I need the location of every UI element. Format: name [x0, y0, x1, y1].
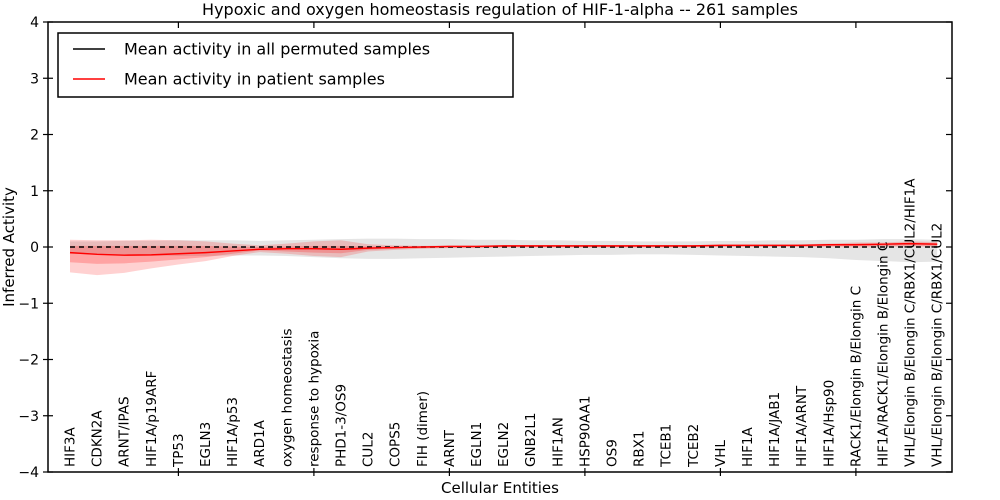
x-tick-label: RACK1/Elongin B/Elongin C [848, 286, 864, 467]
legend: Mean activity in all permuted samples Me… [57, 32, 514, 98]
x-tick-label: HIF1A/RACK1/Elongin B/Elongin C [876, 242, 892, 467]
x-tick-label: HIF1A/ARNT [794, 385, 810, 467]
y-axis-label: Inferred Activity [0, 187, 18, 307]
legend-label-patient: Mean activity in patient samples [124, 70, 385, 89]
band-permuted-range [70, 238, 938, 263]
x-tick-label: RBX1 [632, 431, 648, 467]
y-tick-label: 1 [30, 184, 39, 200]
x-tick-label: HIF1A/Hsp90 [821, 380, 837, 467]
x-tick-label: oxygen homeostasis [279, 329, 295, 468]
x-tick-label: VHL/Elongin B/Elongin C/RBX1/CUL2 [930, 223, 946, 467]
x-axis-label: Cellular Entities [441, 479, 559, 497]
x-tick-label: CUL2 [361, 432, 377, 467]
y-tick-label: −2 [18, 353, 39, 369]
y-tick-label: −1 [18, 296, 39, 312]
y-tick-label: 0 [30, 240, 39, 256]
x-tick-label: ARNT [442, 429, 458, 467]
x-tick-label: VHL [713, 440, 729, 467]
x-tick-label: VHL/Elongin B/Elongin C/RBX1/CUL2/HIF1A [903, 178, 919, 467]
x-tick-label: GNB2L1 [523, 412, 539, 467]
x-tick-label: HSP90AA1 [577, 396, 593, 467]
x-tick-label: response to hypoxia [306, 331, 322, 467]
x-tick-labels-layer: HIF3A CDKN2A ARNT/IPAS HIF1A/p19ARF TP53 EGLN… [63, 178, 946, 468]
bands-layer [70, 238, 938, 276]
x-tick-label: COPS5 [388, 422, 404, 467]
legend-box [57, 32, 514, 98]
y-tick-label: −4 [18, 465, 39, 481]
x-tick-label: HIF1A/p19ARF [144, 371, 160, 467]
x-tick-label: CDKN2A [90, 410, 106, 467]
ticks-layer: 4 3 2 1 0 −1 −2 −3 −4 [18, 15, 952, 481]
x-tick-label: EGLN3 [198, 422, 214, 467]
y-tick-label: 4 [30, 15, 39, 31]
y-tick-label: 2 [30, 128, 39, 144]
chart-title: Hypoxic and oxygen homeostasis regulatio… [202, 0, 798, 19]
x-tick-label: TCEB1 [659, 424, 675, 468]
x-tick-label: HIF1A [740, 427, 756, 467]
x-tick-label: TP53 [171, 433, 187, 468]
x-tick-label: HIF1A/p53 [225, 397, 241, 467]
series-line-patient [69, 242, 938, 256]
x-tick-label: OS9 [605, 439, 621, 467]
series-lines-layer [69, 242, 938, 256]
x-tick-label: HIF1A/JAB1 [767, 392, 783, 467]
x-tick-label: ARNT/IPAS [117, 396, 133, 467]
y-tick-label: −3 [18, 409, 39, 425]
x-tick-label: EGLN2 [496, 422, 512, 467]
x-tick-label: HIF1AN [550, 417, 566, 467]
x-tick-label: ARD1A [252, 419, 268, 467]
y-tick-label: 3 [30, 71, 39, 87]
x-tick-label: EGLN1 [469, 422, 485, 467]
x-tick-label: FIH (dimer) [415, 391, 431, 467]
legend-label-permuted: Mean activity in all permuted samples [124, 40, 430, 59]
x-tick-label: TCEB2 [686, 424, 702, 468]
x-tick-label: PHD1-3/OS9 [334, 384, 350, 467]
band-patient-inner-range [70, 242, 938, 264]
x-tick-label: HIF3A [63, 427, 79, 467]
